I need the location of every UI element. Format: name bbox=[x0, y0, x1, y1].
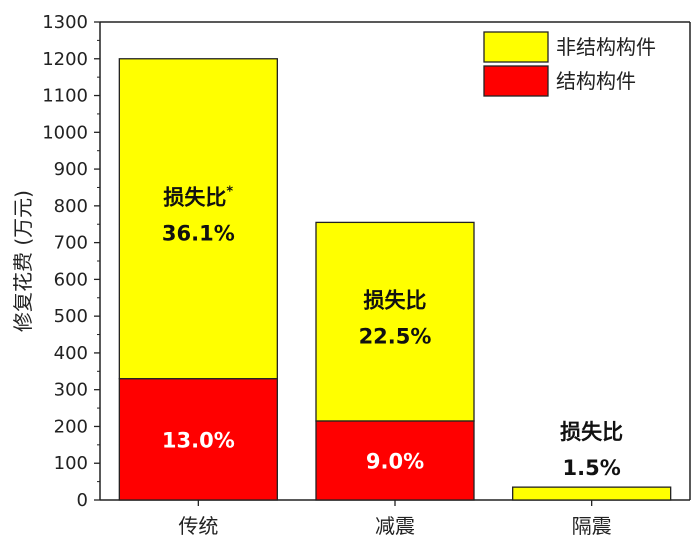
legend-label: 非结构构件 bbox=[556, 35, 656, 59]
legend-swatch bbox=[483, 65, 549, 97]
bar-nonstructural-1 bbox=[315, 221, 475, 422]
y-tick-label: 400 bbox=[54, 343, 88, 364]
y-tick-label: 700 bbox=[54, 233, 88, 254]
y-tick-label: 1100 bbox=[42, 86, 88, 107]
annotations: 损失比* 36.1% 13.0% 损失比 22.5% 9.0% 损失比 1.5% bbox=[162, 185, 623, 480]
y-tick-label: 500 bbox=[54, 306, 88, 327]
y-tick-label: 0 bbox=[77, 490, 88, 511]
y-tick-label: 800 bbox=[54, 196, 88, 217]
y-tick-label: 900 bbox=[54, 159, 88, 180]
chart-axes: 0 100 200 300 400 500 600 700 800 900 1000 1100 1200… bbox=[11, 12, 691, 538]
total-loss-ratio: 36.1% bbox=[162, 222, 235, 246]
x-tick-label: 减震 bbox=[375, 514, 415, 538]
y-tick-label: 1300 bbox=[42, 12, 88, 33]
x-tick-label: 隔震 bbox=[572, 514, 612, 538]
y-axis-title: 修复花费 (万元) bbox=[11, 190, 35, 332]
total-loss-ratio: 1.5% bbox=[563, 456, 621, 480]
structural-loss-ratio: 9.0% bbox=[366, 449, 424, 473]
bar-nonstructural-2 bbox=[512, 486, 672, 501]
bars bbox=[118, 58, 672, 501]
footnote-mark: * bbox=[226, 185, 233, 200]
bar-structural-0 bbox=[118, 378, 278, 501]
legend-swatch bbox=[483, 31, 549, 63]
loss-ratio-heading: 损失比 bbox=[364, 289, 427, 313]
y-tick-label: 600 bbox=[54, 269, 88, 290]
bar-nonstructural-0 bbox=[118, 58, 278, 380]
loss-ratio-heading: 损失比 bbox=[560, 420, 623, 444]
total-loss-ratio: 22.5% bbox=[359, 325, 432, 349]
y-tick-label: 100 bbox=[54, 453, 88, 474]
y-tick-label: 1000 bbox=[42, 122, 88, 143]
legend-label: 结构构件 bbox=[556, 69, 636, 93]
x-tick-label: 传统 bbox=[178, 514, 218, 538]
loss-ratio-heading: 损失比* bbox=[163, 185, 233, 210]
structural-loss-ratio: 13.0% bbox=[162, 428, 235, 452]
y-tick-label: 1200 bbox=[42, 49, 88, 70]
bar-structural-1 bbox=[315, 420, 475, 501]
y-tick-label: 200 bbox=[54, 416, 88, 437]
y-tick-label: 300 bbox=[54, 380, 88, 401]
